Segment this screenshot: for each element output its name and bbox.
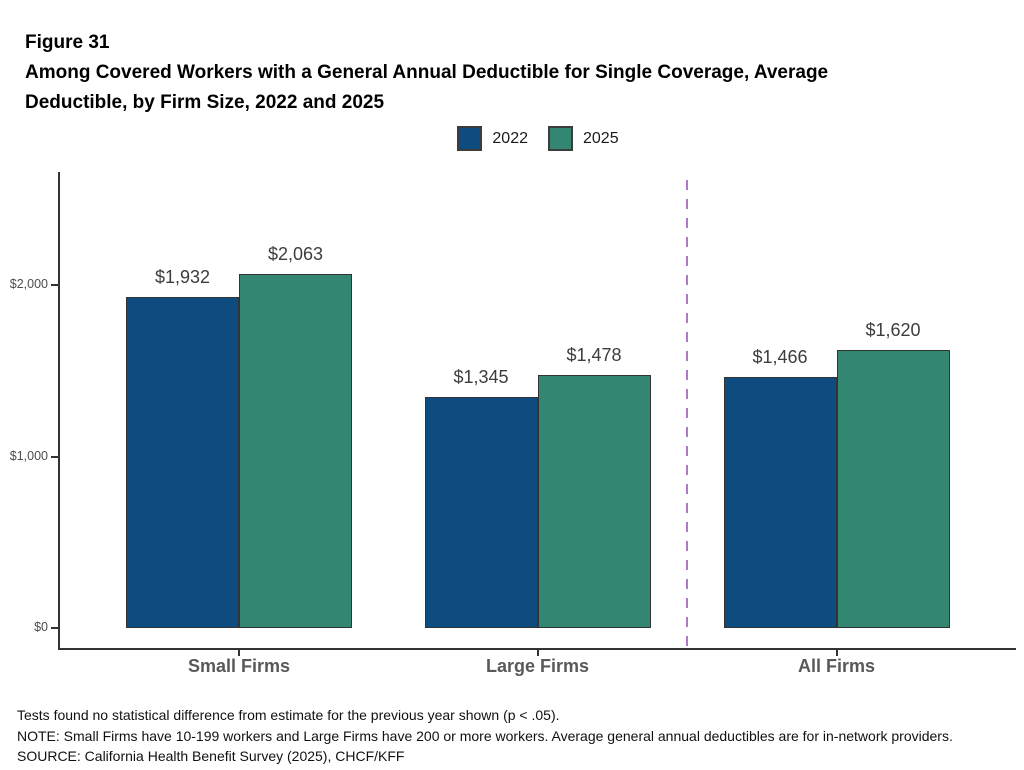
bar-value-label: $1,620 <box>865 320 921 341</box>
bar-value-label: $1,478 <box>566 344 622 365</box>
x-category-label: Large Firms <box>485 656 590 676</box>
bar-2025-all-firms <box>836 350 950 628</box>
bar-2022-all-firms <box>723 376 837 628</box>
y-axis-tick-label: $1,000 <box>9 448 48 463</box>
bar-2025-small-firms <box>239 274 352 628</box>
y-axis-tick <box>51 455 58 458</box>
footnotes: Tests found no statistical difference fr… <box>17 705 1017 767</box>
bar-value-label: $1,466 <box>752 346 808 367</box>
chart-legend: 2022 2025 <box>26 126 1024 151</box>
legend-label-2025: 2025 <box>583 130 619 147</box>
footnote-note: NOTE: Small Firms have 10-199 workers an… <box>17 727 953 744</box>
x-axis-tick <box>536 650 539 656</box>
chart-title-line-2: Deductible, by Firm Size, 2022 and 2025 <box>25 92 385 113</box>
bar-2025-large-firms <box>537 374 651 628</box>
y-axis-line <box>58 172 60 650</box>
y-axis-tick <box>51 284 58 286</box>
title-block: Figure 31 Among Covered Workers with a G… <box>25 28 985 118</box>
bar-2022-large-firms <box>424 397 538 628</box>
firm-size-separator-line <box>685 180 689 648</box>
x-category-label: Small Firms <box>187 656 291 676</box>
legend-label-2022: 2022 <box>492 130 528 147</box>
y-axis-tick-label: $2,000 <box>9 277 48 291</box>
legend-item-2022: 2022 <box>457 126 528 151</box>
bar-2022-small-firms <box>126 296 239 628</box>
chart-title-line-1: Among Covered Workers with a General Ann… <box>25 62 829 83</box>
x-axis-tick <box>835 650 838 656</box>
legend-swatch-2025 <box>548 126 573 151</box>
y-axis-tick-label: $0 <box>34 620 48 634</box>
bar-value-label: $1,345 <box>453 367 509 388</box>
x-category-label: All Firms <box>797 656 876 676</box>
footnote-source: SOURCE: California Health Benefit Survey… <box>17 748 405 764</box>
x-axis-line <box>58 648 1016 650</box>
x-axis-tick <box>238 650 240 656</box>
figure-label: Figure 31 <box>25 32 110 53</box>
y-axis-tick <box>51 627 58 629</box>
bar-value-label: $2,063 <box>267 244 324 265</box>
legend-swatch-2022 <box>457 126 483 151</box>
footnote-stat-test: Tests found no statistical difference fr… <box>17 707 560 723</box>
bar-value-label: $1,932 <box>154 266 211 287</box>
legend-item-2025: 2025 <box>548 126 619 151</box>
